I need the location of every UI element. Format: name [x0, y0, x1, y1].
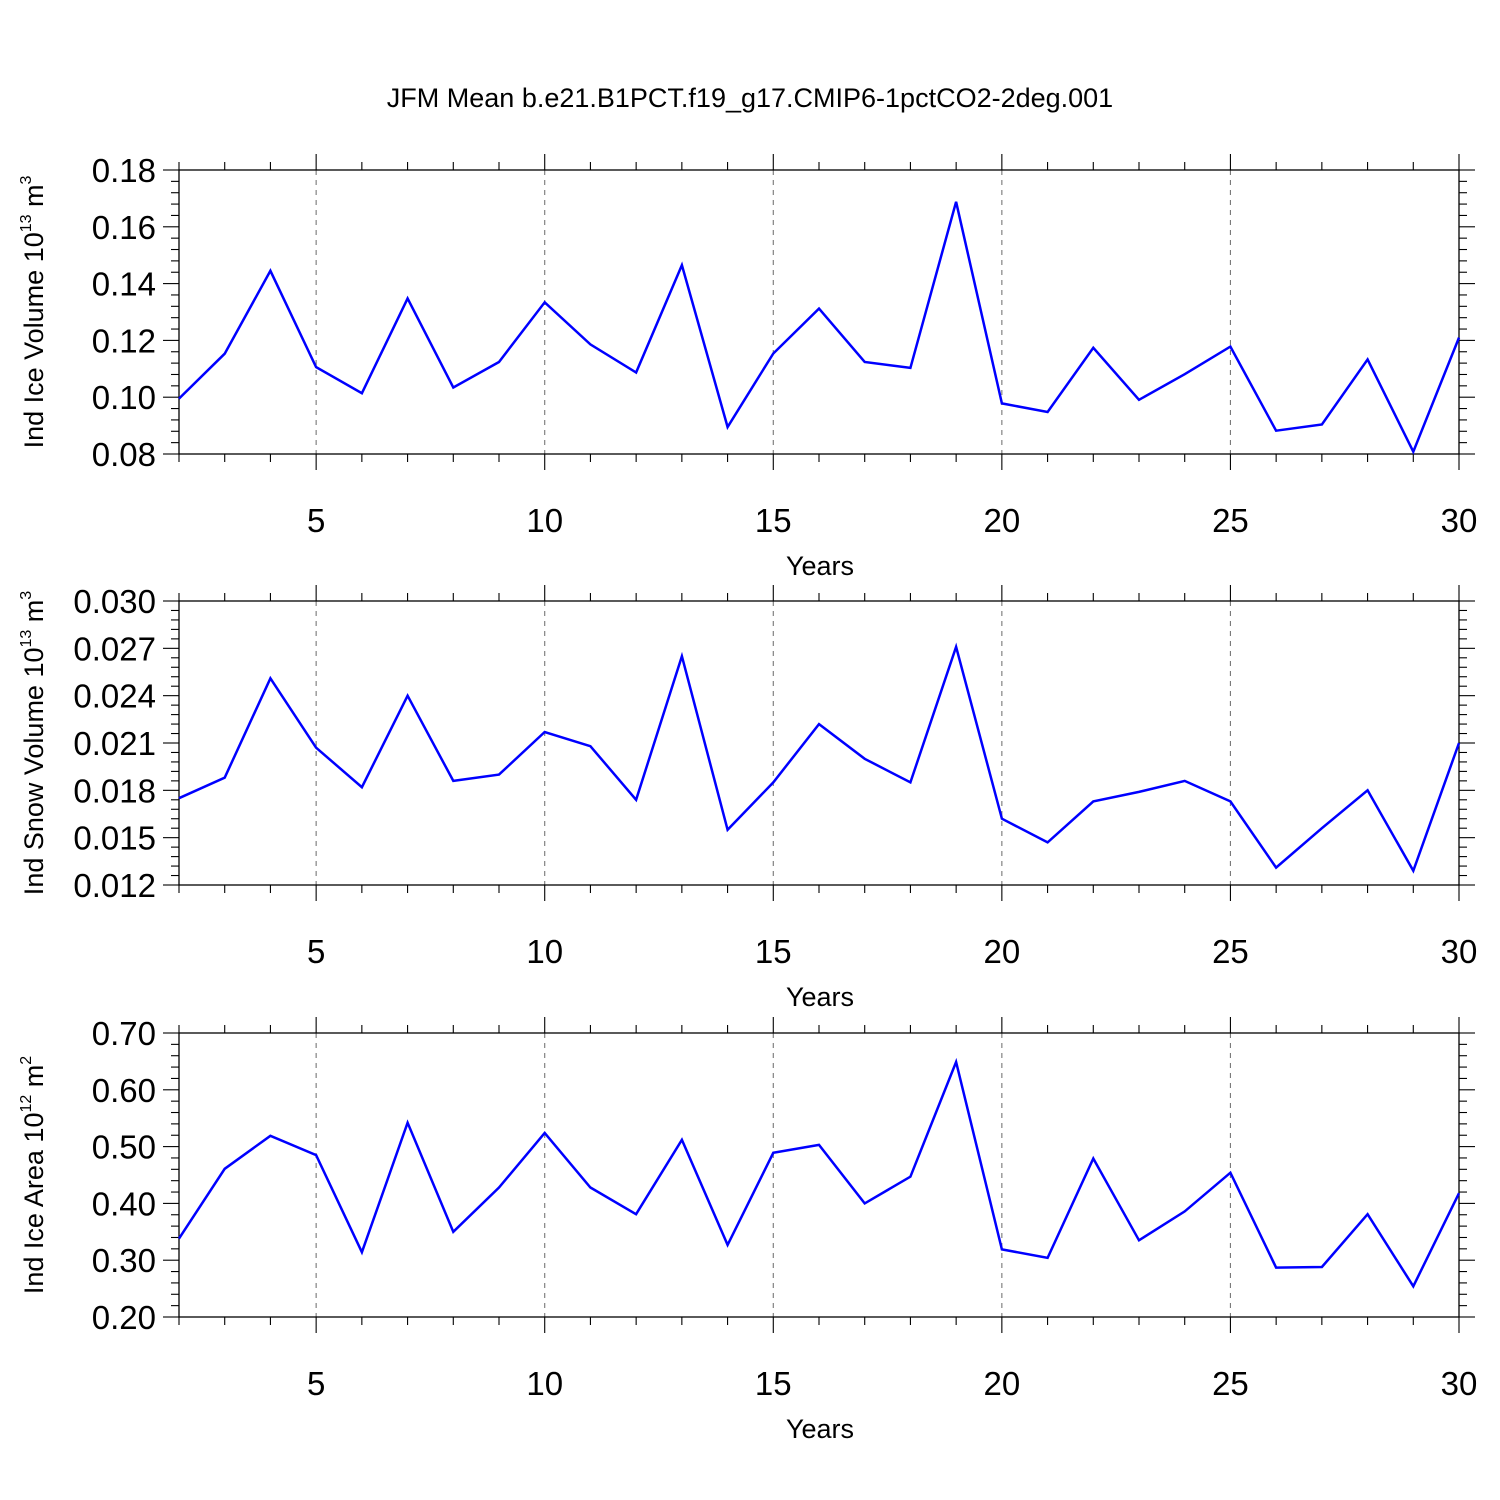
- x-tick-label: 10: [526, 502, 563, 539]
- chart-title: JFM Mean b.e21.B1PCT.f19_g17.CMIP6-1pctC…: [387, 83, 1113, 113]
- x-tick-label: 20: [983, 1365, 1020, 1402]
- series-line-1: [178, 201, 1461, 455]
- x-axis-title: Years: [786, 551, 854, 581]
- y-axis-title: Ind Ice Volume 1013 m3: [18, 175, 49, 448]
- x-tick-label: 15: [755, 1365, 792, 1402]
- y-tick-label: 0.50: [92, 1129, 156, 1166]
- x-tick-label: 5: [307, 933, 325, 970]
- y-tick-label: 0.08: [92, 436, 156, 473]
- y-tick-label: 0.024: [73, 678, 156, 715]
- y-tick-label: 0.30: [92, 1242, 156, 1279]
- y-tick-label: 0.027: [73, 630, 156, 667]
- y-tick-label: 0.021: [73, 725, 156, 762]
- y-tick-label: 0.20: [92, 1299, 156, 1336]
- x-tick-label: 15: [755, 933, 792, 970]
- y-tick-label: 0.10: [92, 379, 156, 416]
- y-tick-label: 0.18: [92, 152, 156, 189]
- x-axis-title: Years: [786, 1414, 854, 1444]
- y-tick-label: 0.018: [73, 772, 156, 809]
- x-tick-label: 5: [307, 502, 325, 539]
- plot-frame: [178, 1032, 1460, 1318]
- plot-frame: [178, 600, 1460, 886]
- y-tick-label: 0.030: [73, 583, 156, 620]
- panel-2: 5 10 15 20 25 30 0.012 0.015 0.018 0.021 0.024 0.02…: [18, 583, 1477, 1012]
- y-tick-label: 0.012: [73, 867, 156, 904]
- y-tick-label: 0.14: [92, 266, 156, 303]
- panel-1: 5 10 15 20 25 30 0.08 0.10 0.12 0.14 0.16 0.18 Years…: [18, 152, 1477, 581]
- x-tick-label: 25: [1212, 933, 1249, 970]
- y-tick-label: 0.70: [92, 1015, 156, 1052]
- panels: 5 10 15 20 25 30 0.08 0.10 0.12 0.14 0.16 0.18 Years…: [18, 152, 1477, 1444]
- series-line-2: [178, 642, 1461, 874]
- y-tick-label: 0.16: [92, 209, 156, 246]
- x-tick-label: 5: [307, 1365, 325, 1402]
- y-tick-label: 0.015: [73, 820, 156, 857]
- x-tick-label: 10: [526, 1365, 563, 1402]
- x-tick-label: 30: [1441, 502, 1478, 539]
- y-tick-label: 0.12: [92, 322, 156, 359]
- y-tick-label: 0.60: [92, 1072, 156, 1109]
- series-line-3: [177, 1057, 1461, 1289]
- x-tick-label: 30: [1441, 1365, 1478, 1402]
- y-tick-label: 0.40: [92, 1185, 156, 1222]
- x-tick-label: 10: [526, 933, 563, 970]
- x-axis-title: Years: [786, 982, 854, 1012]
- y-axis-title: Ind Ice Area 1012 m2: [18, 1056, 49, 1294]
- x-tick-label: 20: [983, 502, 1020, 539]
- x-tick-label: 25: [1212, 1365, 1249, 1402]
- x-tick-label: 20: [983, 933, 1020, 970]
- x-tick-label: 25: [1212, 502, 1249, 539]
- x-tick-label: 30: [1441, 933, 1478, 970]
- x-tick-label: 15: [755, 502, 792, 539]
- panel-3: 5 10 15 20 25 30 0.20 0.30 0.40 0.50 0.60 0.70 Years…: [18, 1015, 1477, 1444]
- y-axis-title: Ind Snow Volume 1013 m3: [18, 591, 49, 895]
